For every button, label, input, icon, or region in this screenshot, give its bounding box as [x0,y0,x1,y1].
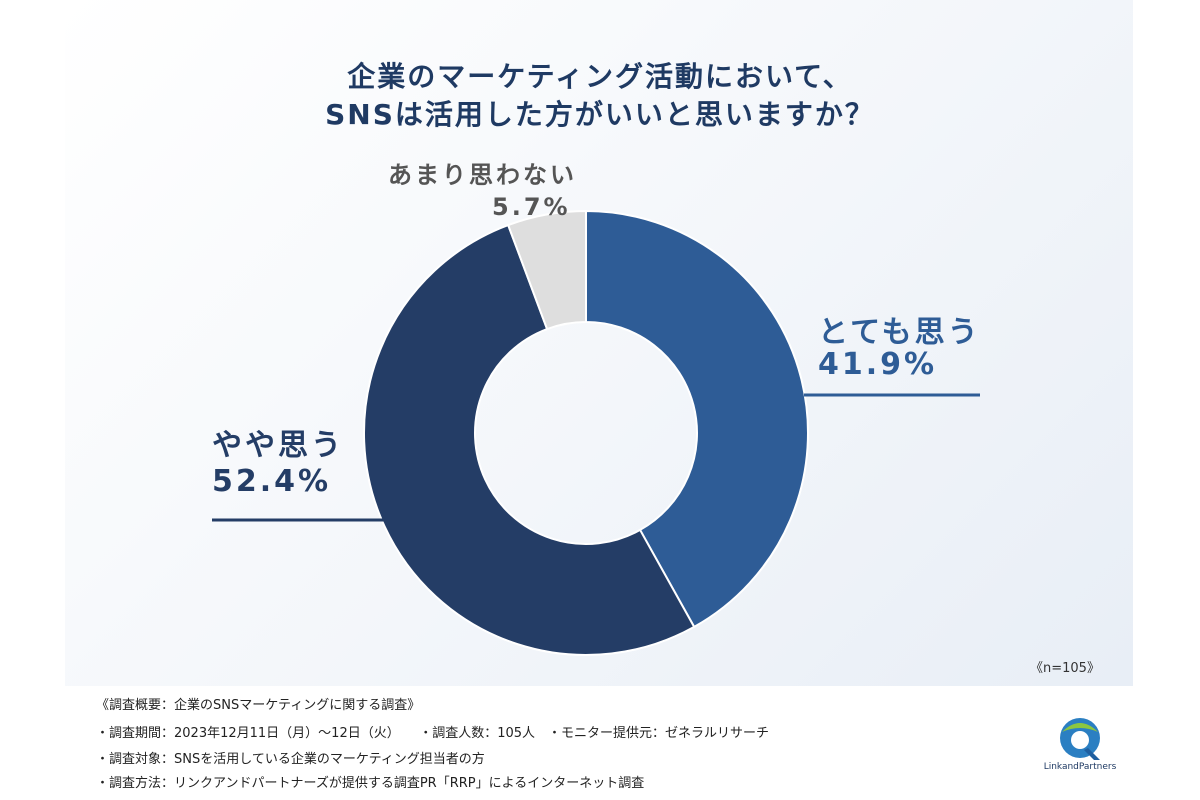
chart-title-line-1: 企業のマーケティング活動において、 [347,60,853,93]
survey-overview: 《調査概要：企業のSNSマーケティングに関する調査》 [96,698,421,713]
chart-title: 企業のマーケティング活動において、 SNSは活用した方がいいと思いますか？ [0,58,1200,134]
chart-title-line-2: SNSは活用した方がいいと思いますか？ [325,98,875,131]
slice-yaya [363,223,696,656]
survey-target: ・調査対象：SNSを活用している企業のマーケティング担当者の方 [96,752,485,767]
slice-value-amari: 5.7% [492,193,571,221]
slice-label-yaya: やや思う [212,428,344,463]
survey-footer [65,686,1133,800]
survey-period: ・調査期間：2023年12月11日（月）～12日（火） ・調査人数：105人 ・… [96,726,770,741]
slice-amari [506,209,587,331]
slice-value-totemo: 41.9% [818,347,938,382]
slice-label-totemo: とても思う [818,315,981,350]
company-logo-text: LinkandPartners [1043,762,1117,772]
company-logo-icon [1060,718,1100,760]
slice-label-amari: あまり思わない [388,161,577,189]
sample-size-note: 《n=105》 [1030,661,1100,676]
slice-totemo [585,209,809,629]
slice-value-yaya: 52.4% [212,464,332,499]
survey-method: ・調査方法：リンクアンドパートナーズが提供する調査PR「RRP」によるインターネ… [96,776,645,791]
